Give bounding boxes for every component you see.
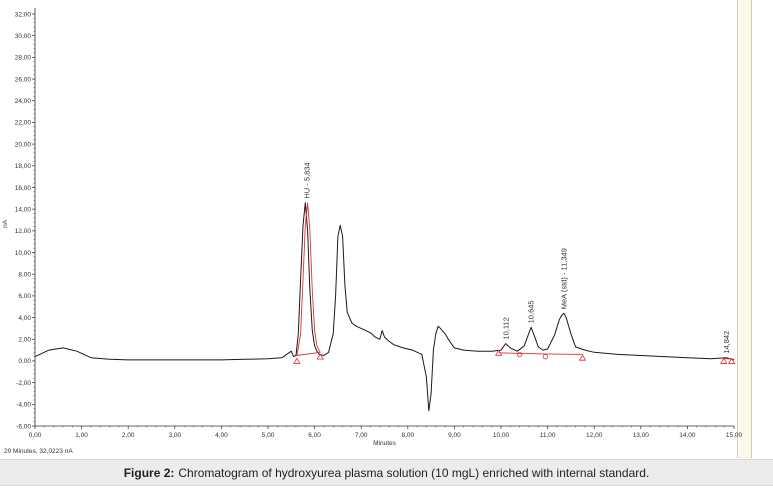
- baseline-marker-triangle: [316, 353, 324, 360]
- y-axis-title: nA: [2, 219, 9, 228]
- baseline-marker-triangle: [727, 357, 736, 364]
- y-tick-label: 12,00: [15, 228, 32, 235]
- y-tick-label: 4,00: [18, 315, 31, 322]
- y-tick-label: -6,00: [16, 423, 31, 430]
- integration-line: [498, 352, 583, 355]
- y-tick-label: 28,00: [15, 55, 32, 62]
- y-tick-label: 18,00: [15, 163, 32, 170]
- x-tick-label: 0,00: [29, 432, 42, 439]
- chart-background: [0, 0, 773, 458]
- peak-label: 14,842: [722, 331, 731, 354]
- status-readout: 20 Minutes, 32,0223 nA: [4, 448, 73, 455]
- right-side-panel: [739, 0, 751, 458]
- x-tick-label: 14,00: [679, 432, 696, 439]
- y-tick-label: 6,00: [18, 293, 31, 300]
- integration-line: [296, 351, 321, 356]
- x-tick-label: 3,00: [168, 432, 181, 439]
- y-tick-label: 10,00: [15, 250, 32, 257]
- x-tick-label: 2,00: [122, 432, 135, 439]
- y-tick-label: 2,00: [18, 337, 31, 344]
- peak-label: 10,112: [502, 317, 511, 339]
- peak-label: 10,645: [527, 300, 536, 323]
- x-tick-label: 6,00: [308, 432, 321, 439]
- x-tick-label: 7,00: [355, 432, 368, 439]
- peak-label: MeA (std) - 11,349: [559, 248, 568, 309]
- y-tick-label: -4,00: [16, 402, 31, 409]
- y-tick-label: 24,00: [15, 98, 32, 105]
- peak-label: HU - 5,834: [302, 162, 311, 198]
- baseline-marker-triangle: [494, 349, 503, 356]
- y-tick-label: 14,00: [15, 206, 32, 213]
- x-tick-label: 8,00: [401, 432, 414, 439]
- x-tick-label: 12,00: [586, 432, 603, 439]
- chromatogram-chart: 0,00 1,00 2,00 3,00 4,00 5,00 6,00 7,00 8,00 9,00…: [0, 0, 773, 458]
- figure-caption-label: Figure 2:: [123, 465, 175, 480]
- y-tick-label: 16,00: [15, 185, 32, 192]
- x-tick-label: 10,00: [493, 432, 510, 439]
- baseline-marker-triangle: [720, 357, 728, 364]
- y-tick-label: 32,00: [15, 11, 32, 18]
- figure-caption: Figure 2: Chromatogram of hydroxyurea pl…: [0, 459, 773, 486]
- x-tick-label: 5,00: [262, 432, 275, 439]
- baseline-marker-triangle: [578, 354, 587, 361]
- figure-caption-text: Chromatogram of hydroxyurea plasma solut…: [178, 465, 650, 480]
- chromatogram-trace: [34, 202, 735, 412]
- y-tick-label: 30,00: [15, 33, 32, 40]
- baseline-marker-circle: [542, 354, 548, 360]
- x-tick-label: 15,00: [726, 432, 743, 439]
- y-tick-label: -2,00: [16, 380, 31, 387]
- y-tick-label: 22,00: [15, 120, 32, 127]
- y-tick-label: 8,00: [18, 272, 31, 279]
- y-tick-label: 20,00: [15, 141, 32, 148]
- y-tick-label: 26,00: [15, 76, 32, 83]
- x-axis-title: Minutes: [373, 440, 397, 447]
- y-tick-label: 0,00: [18, 358, 31, 365]
- x-tick-label: 1,00: [75, 432, 88, 439]
- integration-line: [296, 202, 321, 356]
- x-tick-label: 13,00: [633, 432, 650, 439]
- x-tick-label: 4,00: [215, 432, 228, 439]
- baseline-marker-triangle: [293, 357, 301, 364]
- x-tick-label: 9,00: [448, 432, 461, 439]
- baseline-marker-circle: [517, 351, 523, 358]
- x-tick-label: 11,00: [540, 432, 556, 439]
